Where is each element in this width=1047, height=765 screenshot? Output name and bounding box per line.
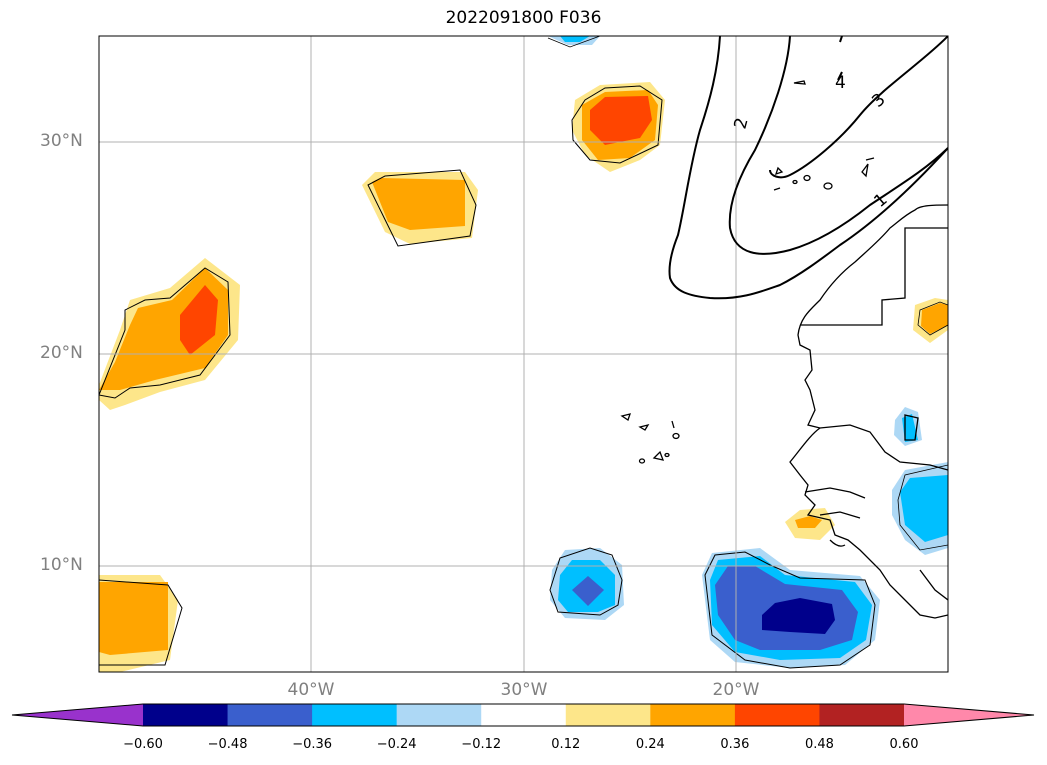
colorbar-segment	[650, 704, 736, 726]
colorbar	[11, 703, 1035, 727]
anomaly-blob-pos-a	[571, 82, 665, 172]
lat-label-20n: 20°N	[40, 343, 83, 363]
contour-label-3: 3	[868, 90, 889, 112]
colorbar-tick-label: 0.24	[635, 737, 665, 752]
anomaly-blob-pos-c	[99, 258, 240, 410]
colorbar-tick-label: −0.12	[461, 737, 502, 752]
anomaly-blob-pos-e	[913, 298, 948, 343]
anomaly-blob-pos-b	[362, 169, 478, 247]
plot-frame	[98, 35, 949, 673]
colorbar-tick-label: 0.48	[804, 737, 834, 752]
contour-label-4: 4	[835, 73, 846, 93]
colorbar-segment	[734, 704, 820, 726]
colorbar-outline	[11, 703, 1035, 727]
colorbar-tick-label: 0.12	[551, 737, 581, 752]
lat-label-10n: 10°N	[40, 555, 83, 575]
colorbar-tick-label: −0.24	[376, 737, 417, 752]
colorbar-tick-label: 0.60	[889, 737, 919, 752]
contour-label-2: 2	[731, 116, 753, 132]
lon-label-20w: 20°W	[712, 680, 760, 700]
colorbar-segment	[565, 704, 651, 726]
colorbar-tick-label: −0.60	[123, 737, 163, 752]
colorbar-segment	[143, 704, 229, 726]
colorbar-segment	[227, 704, 313, 726]
coastline-africa	[789, 204, 948, 619]
lon-label-40w: 40°W	[287, 680, 335, 700]
colorbar-tick-label: −0.36	[292, 737, 333, 752]
colorbar-extend-low	[12, 704, 143, 726]
colorbar-segment	[312, 704, 398, 726]
map-title: 2022091800 F036	[445, 8, 602, 28]
anomaly-blob-neg-a	[702, 548, 880, 669]
colorbar-segment	[819, 704, 905, 726]
lon-label-30w: 30°W	[500, 680, 548, 700]
lat-label-30n: 30°N	[40, 131, 83, 151]
anomaly-blob-neg-c	[892, 462, 948, 555]
anomaly-blob-pos-f	[785, 508, 835, 540]
islands	[620, 80, 875, 464]
colorbar-tick-label: −0.48	[207, 737, 248, 752]
contour-lines	[668, 36, 948, 300]
anomaly-blob-neg-e	[547, 36, 601, 48]
colorbar-segment	[481, 704, 567, 726]
gridlines	[99, 36, 948, 672]
colorbar-extend-high	[904, 704, 1034, 726]
colorbar-tick-label: 0.36	[720, 737, 750, 752]
colorbar-segment	[396, 704, 482, 726]
anomaly-blob-pos-d	[99, 575, 183, 672]
anomaly-blob-neg-b	[549, 547, 624, 620]
